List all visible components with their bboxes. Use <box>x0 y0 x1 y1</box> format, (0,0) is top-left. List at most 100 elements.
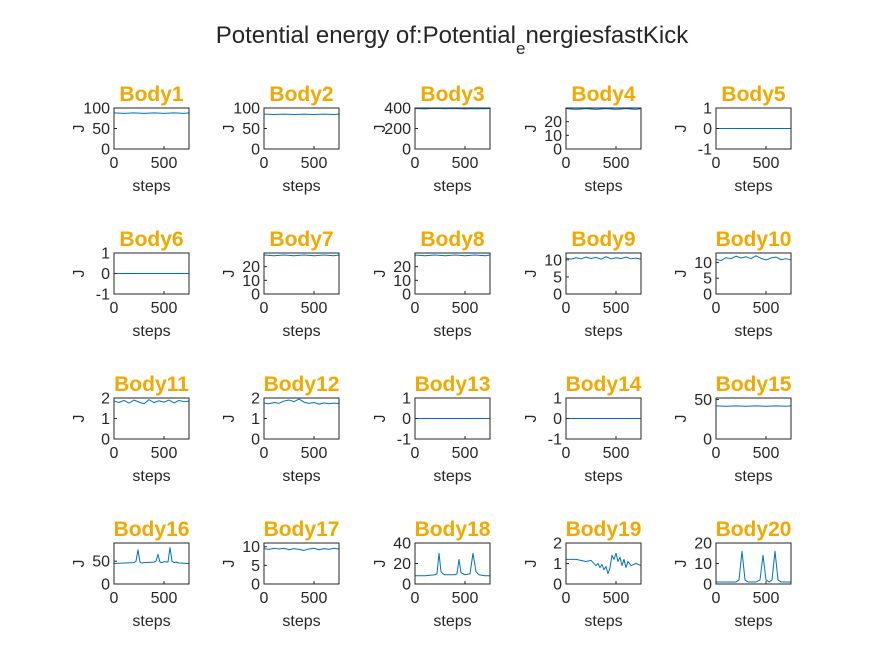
series-line-1 <box>415 552 490 577</box>
y-tick-label: 100 <box>233 101 260 118</box>
subplot-title: Body4 <box>571 83 636 106</box>
series-line-1 <box>716 550 791 583</box>
y-tick-label: 0 <box>703 121 712 138</box>
y-tick-label: 10 <box>544 128 562 145</box>
x-tick-label: 0 <box>260 300 269 317</box>
x-axis-label: steps <box>433 468 471 485</box>
subplot-title: Body14 <box>566 373 642 396</box>
axes-box <box>715 397 792 440</box>
y-tick-label: 1 <box>101 246 110 263</box>
figure-title-main: Potential energy of:Potential <box>216 22 516 49</box>
x-axis-label: steps <box>132 323 170 340</box>
subplot-title: Body6 <box>119 228 183 251</box>
x-tick-label: 500 <box>603 155 630 172</box>
axes-box <box>113 397 190 440</box>
series-line-1 <box>113 547 190 564</box>
x-axis-label: steps <box>433 613 471 630</box>
x-tick-label: 0 <box>411 155 420 172</box>
subplot-title: Body5 <box>721 83 786 106</box>
x-tick-label: 500 <box>452 300 479 317</box>
y-tick-label: 2 <box>251 391 260 408</box>
y-tick-label: 5 <box>251 558 260 575</box>
y-axis-label: J <box>71 270 88 278</box>
series-line-1 <box>263 547 340 551</box>
subplot-title: Body8 <box>420 228 485 251</box>
y-axis-label: J <box>372 125 389 133</box>
subplot-title: Body12 <box>264 373 340 396</box>
axes-box <box>565 252 642 295</box>
y-tick-label: 100 <box>83 101 110 118</box>
axes-box <box>263 252 340 295</box>
subplot-title: Body2 <box>269 83 333 106</box>
y-tick-label: 0 <box>101 577 110 594</box>
y-tick-label: 2 <box>101 391 110 408</box>
x-axis-label: steps <box>132 613 170 630</box>
x-tick-label: 0 <box>562 155 571 172</box>
subplot-title: Body9 <box>571 228 635 251</box>
x-tick-label: 500 <box>301 155 328 172</box>
subplot-title: Body7 <box>269 228 333 251</box>
y-tick-label: 0 <box>101 432 110 449</box>
x-tick-label: 500 <box>151 155 178 172</box>
x-tick-label: 0 <box>712 445 721 462</box>
y-tick-label: -1 <box>698 142 712 159</box>
y-axis-label: J <box>71 415 88 423</box>
x-tick-label: 0 <box>110 300 119 317</box>
y-axis-label: J <box>523 415 540 423</box>
y-axis-label: J <box>523 125 540 133</box>
x-tick-label: 0 <box>411 590 420 607</box>
y-tick-label: 10 <box>242 539 260 556</box>
x-axis-label: steps <box>282 468 320 485</box>
y-tick-label: 0 <box>251 577 260 594</box>
y-tick-label: 5 <box>553 269 562 286</box>
subplot-title: Body1 <box>119 83 184 106</box>
x-axis-label: steps <box>584 323 622 340</box>
x-tick-label: 500 <box>301 300 328 317</box>
y-tick-label: 40 <box>393 536 411 553</box>
y-axis-label: J <box>221 125 238 133</box>
x-axis-label: steps <box>734 178 772 195</box>
x-tick-label: 0 <box>712 155 721 172</box>
subplot-title: Body13 <box>415 373 491 396</box>
y-axis-label: J <box>673 560 690 568</box>
figure-title: Potential energy of:Potentialenergiesfas… <box>216 22 689 58</box>
series-line-1 <box>565 256 642 260</box>
y-tick-label: 1 <box>402 391 411 408</box>
y-tick-label: 400 <box>384 101 411 118</box>
series-line-1 <box>715 255 792 262</box>
x-axis-label: steps <box>282 613 320 630</box>
y-axis-label: J <box>523 270 540 278</box>
x-tick-label: 500 <box>603 300 630 317</box>
x-axis-label: steps <box>584 613 622 630</box>
x-axis-label: steps <box>734 468 772 485</box>
x-tick-label: 0 <box>712 300 721 317</box>
y-tick-label: -1 <box>96 287 110 304</box>
y-tick-label: 0 <box>402 577 411 594</box>
x-axis-label: steps <box>132 468 170 485</box>
series-line-1 <box>263 254 340 257</box>
x-tick-label: 0 <box>110 590 119 607</box>
subplot-title: Body10 <box>716 228 792 251</box>
y-axis-label: J <box>523 560 540 568</box>
y-tick-label: 0 <box>402 142 411 159</box>
y-tick-label: 0 <box>101 142 110 159</box>
y-tick-label: 200 <box>384 121 411 138</box>
x-tick-label: 0 <box>110 155 119 172</box>
y-tick-label: 2 <box>553 536 562 553</box>
y-axis-label: J <box>673 415 690 423</box>
y-tick-label: 10 <box>694 255 712 272</box>
